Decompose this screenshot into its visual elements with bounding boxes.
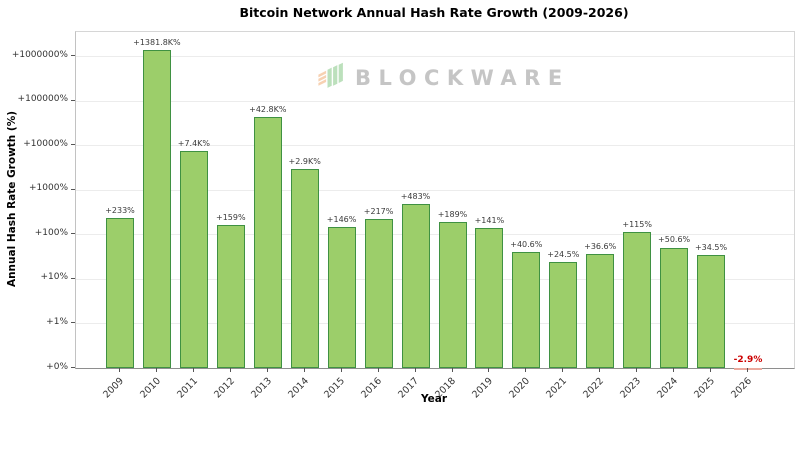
bar-2015 [327,227,356,368]
bar-2014 [290,169,319,368]
bar-value-label: +24.5% [547,249,580,259]
y-tick-label: +1000% [29,183,68,194]
chart-title: Bitcoin Network Annual Hash Rate Growth … [239,5,629,20]
bar-2009 [106,217,134,368]
bar-2019 [475,227,504,368]
x-tick-mark [636,368,638,372]
y-tick-mark [71,99,75,101]
bar-value-label: +1381.8K% [133,37,181,47]
x-tick-mark [673,368,675,372]
blockware-watermark: BLOCKWARE [317,58,570,94]
bar-value-label: +483% [400,191,431,201]
bar-value-label: +233% [105,205,135,215]
y-tick-label: +1% [46,316,68,327]
bar-2021 [549,261,578,368]
x-tick-mark [488,368,490,372]
bar-2010 [142,49,171,368]
x-tick-mark [229,368,231,372]
gridline [76,145,794,147]
x-tick-mark [155,368,157,372]
y-tick-mark [71,55,75,56]
bar-value-label: +50.6% [658,235,691,245]
x-tick-mark [562,368,564,372]
bar-value-label: +34.5% [694,242,728,252]
x-tick-mark [599,368,601,372]
bar-2016 [364,219,393,368]
y-tick-label: +10% [40,272,68,283]
y-tick-label: +100000% [17,94,68,105]
bar-value-label: +189% [437,209,468,219]
bar-2022 [586,253,615,368]
x-tick-mark [303,368,305,372]
gridline [76,56,794,57]
bar-value-label: +159% [216,213,246,223]
bar-value-label: -2.9% [733,355,763,365]
x-tick-mark [192,368,194,372]
bar-2025 [697,254,725,368]
bar-2018 [438,222,467,368]
gridline [76,100,794,102]
y-tick-mark [71,188,75,190]
bar-2013 [253,117,282,368]
bar-value-label: +7.4K% [177,138,211,148]
bar-2026 [734,368,762,370]
bar-value-label: +36.6% [584,241,617,251]
y-tick-label: +100% [34,227,68,238]
x-axis-title: Year [420,393,448,405]
gridline [76,323,794,325]
bar-2024 [660,247,689,368]
y-tick-mark [71,144,75,146]
x-tick-mark [340,368,342,372]
blockware-cube-icon [318,62,343,88]
y-tick-label: +10000% [23,138,68,149]
x-tick-mark [747,368,748,372]
bar-2017 [401,203,430,368]
y-tick-label: +0% [46,361,68,372]
bar-value-label: +2.9K% [288,157,321,167]
y-tick-mark [71,277,75,279]
bar-value-label: +42.8K% [249,105,287,114]
plot-area: +233% +1381.8K% +7.4K% +159% +42.8K% +2.9K% +1… [75,31,795,370]
x-tick-mark [377,368,379,372]
gridline [76,234,794,236]
bar-value-label: +146% [326,214,357,224]
y-tick-mark [71,322,75,324]
x-tick-mark [451,368,453,372]
bar-value-label: +115% [622,219,652,229]
bar-2020 [512,251,541,368]
x-tick-mark [525,368,527,372]
gridline [76,278,794,280]
bar-2011 [179,151,208,368]
x-tick-mark [414,368,416,372]
bar-2023 [623,231,652,368]
y-tick-label: +1000000% [11,49,68,60]
bar-value-label: +217% [363,207,394,217]
y-tick-mark [71,367,75,368]
bar-2012 [216,225,245,368]
x-tick-mark [119,368,120,372]
x-tick-mark [266,368,268,372]
gridline [76,189,794,191]
bar-value-label: +141% [474,215,505,225]
x-tick-mark [710,368,711,372]
watermark-text: BLOCKWARE [355,65,570,90]
y-tick-mark [71,233,75,235]
bar-value-label: +40.6% [510,239,543,249]
